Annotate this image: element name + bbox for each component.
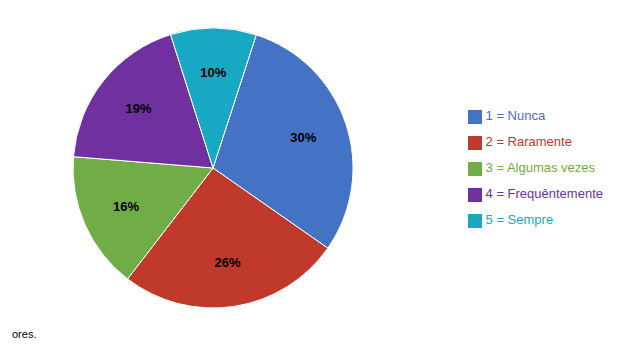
- svg-text:10%: 10%: [200, 65, 226, 80]
- html-text:4 = Frequêntemente: 4 = Frequêntemente: [485, 186, 603, 201]
- html-text:ores.: ores.: [12, 328, 37, 340]
- html-text:1 = Nunca: 1 = Nunca: [485, 108, 546, 123]
- html-text:5 = Sempre: 5 = Sempre: [485, 212, 554, 227]
- svg-text:26%: 26%: [214, 255, 240, 270]
- svg-text:30%: 30%: [290, 130, 316, 145]
- svg-text:19%: 19%: [125, 101, 151, 116]
- html-text:2 = Raramente: 2 = Raramente: [485, 134, 572, 149]
- html-text:3 = Algumas vezes: 3 = Algumas vezes: [485, 160, 595, 175]
- svg-text:16%: 16%: [113, 199, 139, 214]
